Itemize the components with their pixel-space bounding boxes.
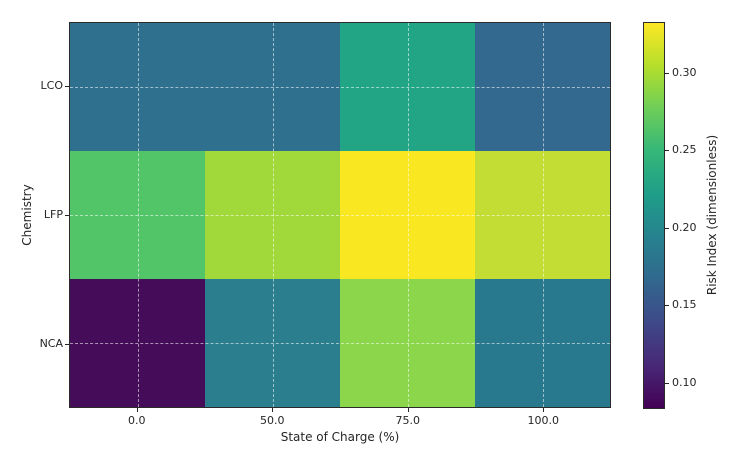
x-tick-mark: [136, 408, 138, 412]
colorbar-tick-label: 0.15: [672, 298, 697, 312]
colorbar-tick-mark: [665, 227, 669, 229]
x-tick-label: 0.0: [128, 414, 146, 427]
x-tick-mark: [407, 408, 409, 412]
gridline: [70, 215, 610, 216]
colorbar-tick-label: 0.20: [672, 220, 697, 234]
x-tick-mark: [543, 408, 545, 412]
y-axis-label: Chemistry: [20, 184, 34, 246]
x-tick-label: 100.0: [527, 414, 560, 427]
y-tick-mark: [65, 343, 69, 345]
y-tick-label: NCA: [39, 336, 63, 350]
colorbar-tick-mark: [665, 150, 669, 152]
colorbar-label: Risk Index (dimensionless): [705, 134, 719, 296]
colorbar: [643, 22, 665, 409]
colorbar-tick-mark: [665, 305, 669, 307]
heatmap-plot-area: [69, 22, 611, 408]
colorbar-tick-label: 0.30: [672, 66, 697, 80]
x-tick-label: 50.0: [260, 414, 285, 427]
y-tick-label: LCO: [40, 79, 63, 93]
gridline: [70, 87, 610, 88]
colorbar-tick-mark: [665, 382, 669, 384]
x-tick-label: 75.0: [395, 414, 421, 427]
colorbar-tick-label: 0.25: [672, 143, 697, 157]
colorbar-tick-mark: [665, 73, 669, 75]
y-tick-mark: [65, 86, 69, 88]
y-tick-label: LFP: [43, 208, 63, 221]
y-tick-mark: [65, 215, 69, 216]
x-axis-label: State of Charge (%): [280, 430, 400, 444]
x-tick-mark: [272, 408, 274, 412]
gridline: [70, 343, 610, 344]
colorbar-tick-label: 0.10: [672, 375, 697, 389]
